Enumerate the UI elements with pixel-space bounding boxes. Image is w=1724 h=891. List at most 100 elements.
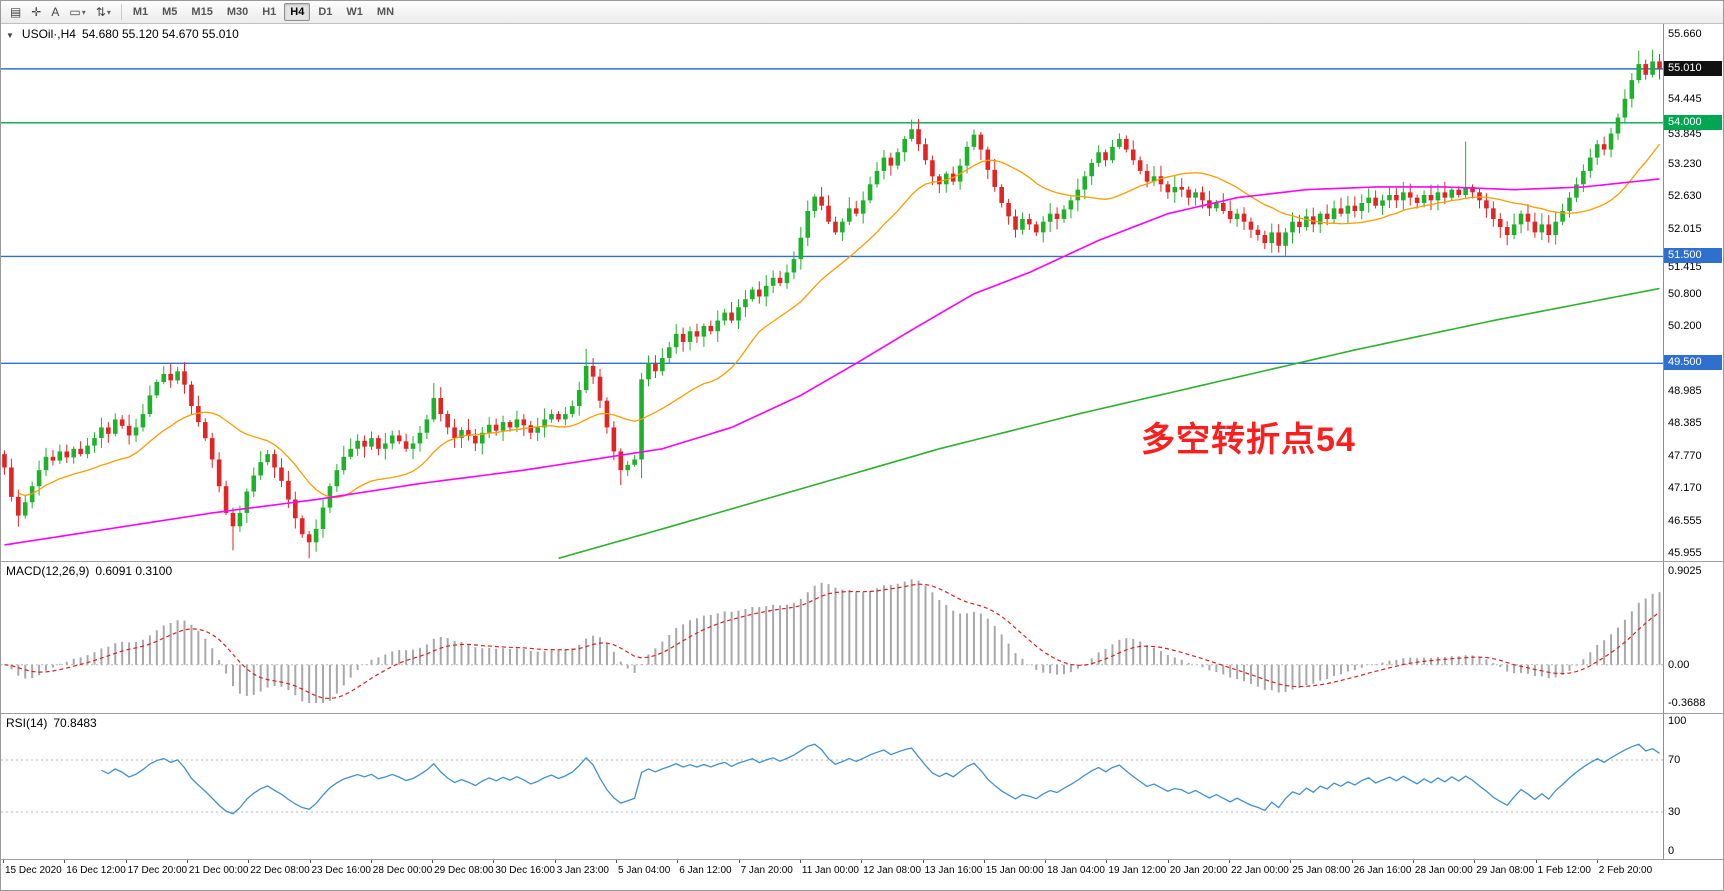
tf-button-h1[interactable]: H1 <box>262 6 277 18</box>
textbox-glyph: ▭ <box>69 5 81 19</box>
time-tick <box>1351 859 1353 863</box>
time-tick <box>309 859 311 863</box>
time-axis-label: 1 Feb 12:00 <box>1537 865 1591 876</box>
time-tick <box>1290 859 1292 863</box>
price-axis-label: 53.230 <box>1668 157 1702 170</box>
price-axis-label: 50.200 <box>1668 319 1702 332</box>
price-tag-49.500[interactable]: 49.500 <box>1664 355 1722 371</box>
time-axis-label: 15 Dec 2020 <box>5 865 62 876</box>
price-axis-label: 47.770 <box>1668 449 1702 462</box>
price-axis-label: 47.170 <box>1668 481 1702 494</box>
price-axis[interactable]: 55.660 54.445 53.845 53.230 52.630 52.015 51.4… <box>1663 24 1723 859</box>
price-axis-label: 55.660 <box>1668 28 1702 41</box>
macd-axis-label: -0.3688 <box>1668 697 1706 709</box>
time-tick <box>1106 859 1108 863</box>
time-axis[interactable]: 15 Dec 2020 16 Dec 12:00 17 Dec 20:00 21 De… <box>1 859 1723 890</box>
time-axis-label: 25 Jan 08:00 <box>1292 865 1351 876</box>
price-tag-54.000[interactable]: 54.000 <box>1664 114 1722 130</box>
time-axis-label: 22 Jan 00:00 <box>1231 865 1289 876</box>
time-axis-label: 26 Jan 16:00 <box>1353 865 1412 876</box>
price-axis-macd: 0.9025 0.00 -0.3688 <box>1664 561 1723 713</box>
time-tick <box>1596 859 1598 863</box>
time-axis-label: 3 Jan 23:00 <box>556 865 609 876</box>
macd-panel: MACD(12,26,9) 0.6091 0.3100 <box>1 561 1663 713</box>
time-axis-label: 16 Dec 12:00 <box>66 865 126 876</box>
macd-axis-label: 0.9025 <box>1668 565 1702 577</box>
price-axis-label: 48.385 <box>1668 416 1702 429</box>
price-axis-main: 55.660 54.445 53.845 53.230 52.630 52.015 51.4… <box>1664 24 1723 561</box>
price-axis-label: 53.845 <box>1668 127 1702 140</box>
time-axis-label: 23 Dec 16:00 <box>311 865 372 876</box>
time-tick <box>64 859 66 863</box>
collapse-one-click-trading-icon[interactable]: ▼ <box>6 31 14 40</box>
time-axis-label: 15 Jan 00:00 <box>985 865 1044 876</box>
tf-button-mn[interactable]: MN <box>376 6 395 18</box>
tf-button-h4[interactable]: H4 <box>284 3 311 21</box>
charts-grid-glyph: ▤ <box>10 5 22 19</box>
price-tag-51.500[interactable]: 51.500 <box>1664 248 1722 264</box>
ohlc-values: 54.680 55.120 54.670 55.010 <box>81 27 239 41</box>
price-axis-label: 50.800 <box>1668 287 1702 300</box>
chart-header: ▼ USOil·,H4 54.680 55.120 54.670 55.010 <box>6 27 239 41</box>
time-axis-label: 2 Feb 20:00 <box>1598 865 1653 876</box>
timeframe-toolbar: M1 M5 M15 M30 H1 H4 D1 W1 MN <box>127 3 400 21</box>
time-tick <box>1412 859 1414 863</box>
price-axis-label: 54.445 <box>1668 93 1702 106</box>
time-tick <box>1045 859 1047 863</box>
cycles-tool-icon[interactable]: ⇅ ▾ <box>91 3 116 22</box>
rsi-axis-label: 0 <box>1668 845 1675 857</box>
time-axis-label: 12 Jan 08:00 <box>863 865 922 876</box>
time-tick <box>1474 859 1476 863</box>
tf-button-m15[interactable]: M15 <box>191 6 213 18</box>
textbox-tool-icon[interactable]: ▭ ▾ <box>64 3 90 22</box>
time-axis-label: 11 Jan 00:00 <box>801 865 859 876</box>
time-tick <box>493 859 495 863</box>
time-tick <box>554 859 556 863</box>
text-glyph: A <box>51 5 60 19</box>
time-axis-label: 29 Jan 08:00 <box>1476 865 1535 876</box>
time-tick <box>861 859 863 863</box>
text-tool-icon[interactable]: A <box>46 3 64 22</box>
time-tick <box>248 859 250 863</box>
price-canvas[interactable] <box>1 24 1663 561</box>
macd-canvas[interactable] <box>1 561 1663 713</box>
rsi-value: 70.8483 <box>53 716 97 730</box>
time-tick <box>1167 859 1169 863</box>
charts-grid-icon[interactable]: ▤ <box>5 3 26 22</box>
tf-button-d1[interactable]: D1 <box>318 6 333 18</box>
time-axis-label: 18 Jan 04:00 <box>1047 865 1105 876</box>
rsi-canvas[interactable] <box>1 713 1663 859</box>
price-tag-55.010: 55.010 <box>1664 60 1722 76</box>
time-tick <box>3 859 4 863</box>
price-axis-label: 46.555 <box>1668 514 1702 527</box>
rsi-label: RSI(14) <box>6 716 48 730</box>
cycles-glyph: ⇅ <box>95 5 106 19</box>
macd-header: MACD(12,26,9) 0.6091 0.3100 <box>6 564 172 578</box>
rsi-panel: RSI(14) 70.8483 <box>1 713 1663 859</box>
price-axis-label: 48.985 <box>1668 384 1702 397</box>
time-tick <box>799 859 801 863</box>
tf-button-w1[interactable]: W1 <box>346 6 363 18</box>
panel-separator[interactable] <box>1 713 1723 714</box>
crosshair-icon[interactable]: ✛ <box>26 3 46 22</box>
main-chart-panel: ▼ USOil·,H4 54.680 55.120 54.670 55.010 … <box>1 24 1663 561</box>
crosshair-glyph: ✛ <box>31 5 42 19</box>
panel-separator[interactable] <box>1 561 1723 562</box>
price-axis-rsi: 100 70 30 0 <box>1664 713 1723 859</box>
time-axis-label: 6 Jan 12:00 <box>679 865 732 876</box>
tf-button-m30[interactable]: M30 <box>226 6 249 18</box>
chart-annotation[interactable]: 多空转折点54 <box>1141 421 1356 459</box>
time-axis-label: 20 Jan 20:00 <box>1169 865 1228 876</box>
toolbar-separator <box>120 4 122 20</box>
rsi-axis-label: 30 <box>1668 806 1681 818</box>
rsi-axis-label: 100 <box>1668 715 1687 727</box>
tf-button-m5[interactable]: M5 <box>162 6 178 18</box>
time-axis-label: 19 Jan 12:00 <box>1108 865 1167 876</box>
time-tick <box>738 859 740 863</box>
panel-separator <box>1 859 1723 860</box>
chevron-down-icon: ▾ <box>81 7 86 17</box>
price-axis-label: 51.415 <box>1668 261 1702 274</box>
time-tick <box>616 859 617 863</box>
tf-button-m1[interactable]: M1 <box>132 6 149 18</box>
